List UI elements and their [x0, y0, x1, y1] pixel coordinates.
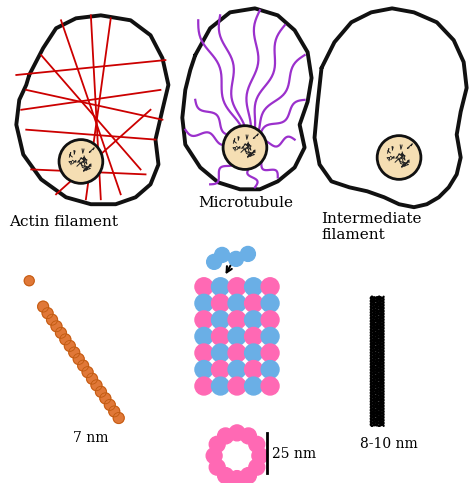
Circle shape	[228, 252, 244, 267]
Circle shape	[82, 367, 93, 378]
Polygon shape	[16, 16, 168, 205]
Polygon shape	[315, 9, 466, 208]
Circle shape	[245, 378, 263, 395]
Circle shape	[228, 344, 246, 362]
Circle shape	[229, 425, 245, 441]
Circle shape	[24, 276, 34, 286]
Circle shape	[261, 328, 279, 346]
Circle shape	[104, 400, 115, 410]
Circle shape	[195, 278, 213, 296]
Circle shape	[113, 413, 124, 424]
Circle shape	[95, 387, 106, 397]
Circle shape	[64, 341, 75, 352]
Circle shape	[245, 295, 263, 313]
Circle shape	[240, 247, 255, 262]
Circle shape	[211, 295, 229, 313]
Circle shape	[249, 437, 265, 453]
Text: Intermediate
filament: Intermediate filament	[321, 212, 422, 242]
Circle shape	[211, 361, 229, 378]
Circle shape	[100, 393, 111, 404]
Circle shape	[211, 278, 229, 296]
Circle shape	[261, 378, 279, 395]
Circle shape	[377, 136, 421, 180]
Circle shape	[73, 354, 84, 365]
Circle shape	[37, 302, 49, 313]
Text: Microtubule: Microtubule	[198, 196, 293, 210]
Circle shape	[209, 437, 225, 453]
Circle shape	[261, 361, 279, 378]
Circle shape	[211, 378, 229, 395]
Circle shape	[211, 344, 229, 362]
Circle shape	[245, 328, 263, 346]
Circle shape	[42, 308, 53, 319]
Circle shape	[211, 311, 229, 329]
Circle shape	[240, 428, 256, 444]
Text: 8-10 nm: 8-10 nm	[360, 436, 418, 450]
Circle shape	[228, 378, 246, 395]
Circle shape	[55, 328, 66, 339]
Circle shape	[87, 374, 98, 384]
Circle shape	[261, 344, 279, 362]
Polygon shape	[182, 9, 311, 190]
Circle shape	[69, 348, 80, 358]
Circle shape	[195, 328, 213, 346]
Circle shape	[229, 470, 245, 484]
Circle shape	[228, 295, 246, 313]
Circle shape	[240, 468, 256, 484]
Circle shape	[51, 321, 62, 332]
Circle shape	[78, 361, 89, 371]
Circle shape	[228, 328, 246, 346]
Circle shape	[245, 278, 263, 296]
Circle shape	[228, 311, 246, 329]
Circle shape	[261, 311, 279, 329]
Circle shape	[245, 361, 263, 378]
Text: 7 nm: 7 nm	[73, 430, 109, 444]
Circle shape	[211, 328, 229, 346]
Circle shape	[59, 140, 103, 184]
Circle shape	[60, 334, 71, 345]
Circle shape	[215, 248, 229, 263]
Circle shape	[195, 311, 213, 329]
Circle shape	[261, 295, 279, 313]
Circle shape	[207, 255, 221, 270]
Text: 25 nm: 25 nm	[272, 446, 316, 460]
Circle shape	[218, 468, 234, 484]
Circle shape	[245, 311, 263, 329]
Circle shape	[206, 448, 222, 464]
Circle shape	[249, 459, 265, 475]
Text: Actin filament: Actin filament	[9, 215, 119, 228]
Circle shape	[195, 344, 213, 362]
Circle shape	[223, 126, 267, 170]
Circle shape	[46, 315, 57, 326]
Circle shape	[195, 361, 213, 378]
Circle shape	[195, 378, 213, 395]
Circle shape	[218, 428, 234, 444]
Circle shape	[252, 448, 268, 464]
Circle shape	[228, 361, 246, 378]
Circle shape	[228, 278, 246, 296]
Circle shape	[195, 295, 213, 313]
Circle shape	[209, 459, 225, 475]
Circle shape	[261, 278, 279, 296]
Circle shape	[109, 406, 120, 417]
Circle shape	[245, 344, 263, 362]
Circle shape	[91, 380, 102, 391]
